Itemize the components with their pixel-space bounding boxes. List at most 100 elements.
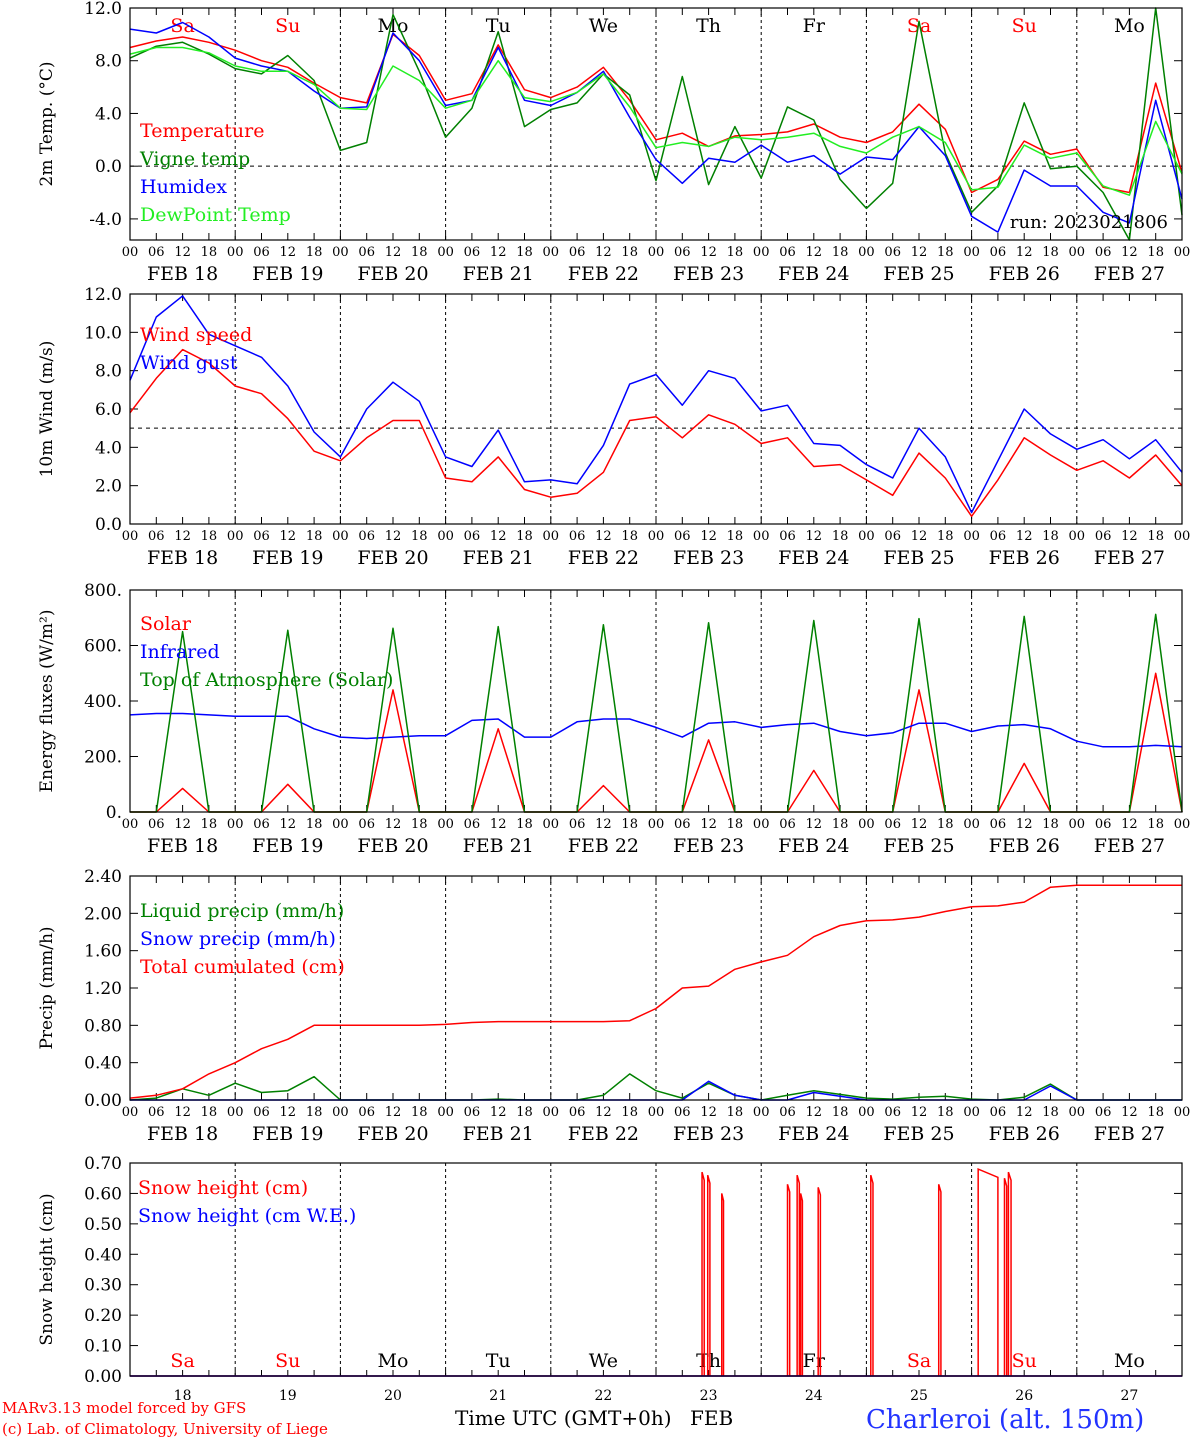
y-axis-title: 10m Wind (m/s) bbox=[37, 341, 57, 478]
x-hour-label: 00 bbox=[1174, 817, 1191, 832]
day-name-label: Sa bbox=[907, 1350, 931, 1372]
x-hour-label: 12 bbox=[174, 529, 191, 544]
x-date-label: FEB 24 bbox=[778, 547, 849, 569]
x-hour-label: 06 bbox=[674, 817, 691, 832]
run-annotation: run: 2023021806 bbox=[1010, 212, 1168, 233]
x-date-label: FEB 20 bbox=[357, 835, 428, 857]
x-date-label: FEB 20 bbox=[357, 263, 428, 285]
x-hour-label: 18 bbox=[411, 529, 428, 544]
y-tick-label: 0.10 bbox=[84, 1337, 122, 1357]
x-hour-label: 06 bbox=[779, 529, 796, 544]
series-line bbox=[129, 21, 1183, 233]
x-hour-label: 18 bbox=[411, 1105, 428, 1120]
x-hour-label: 12 bbox=[911, 529, 928, 544]
y-tick-label: 400. bbox=[84, 692, 122, 712]
x-hour-label: 00 bbox=[753, 245, 770, 260]
x-date-label: FEB 24 bbox=[778, 263, 849, 285]
x-hour-label: 18 bbox=[937, 817, 954, 832]
x-hour-label: 12 bbox=[595, 529, 612, 544]
x-hour-label: 12 bbox=[385, 817, 402, 832]
x-date-label: FEB 22 bbox=[568, 547, 639, 569]
x-hour-label: 12 bbox=[595, 817, 612, 832]
x-hour-label: 18 bbox=[516, 817, 533, 832]
month-label: FEB bbox=[690, 1406, 733, 1430]
legend-entry: Vigne temp bbox=[139, 148, 250, 170]
series-line bbox=[129, 295, 1183, 514]
x-hour-label: 12 bbox=[280, 529, 297, 544]
day-name-label: Mo bbox=[1114, 15, 1145, 37]
model-credit: MARv3.13 model forced by GFS bbox=[2, 1399, 246, 1417]
x-hour-label: 12 bbox=[1121, 245, 1138, 260]
day-name-label: Mo bbox=[1114, 1350, 1145, 1372]
y-tick-label: 2.0 bbox=[95, 477, 122, 497]
x-hour-label: 00 bbox=[753, 529, 770, 544]
x-hour-label: 00 bbox=[332, 245, 349, 260]
x-hour-label: 06 bbox=[358, 817, 375, 832]
x-hour-label: 00 bbox=[122, 245, 139, 260]
x-hour-label: 06 bbox=[884, 245, 901, 260]
x-hour-label: 18 bbox=[411, 245, 428, 260]
station-name: Charleroi (alt. 150m) bbox=[866, 1405, 1144, 1435]
y-tick-label: 12.0 bbox=[84, 0, 122, 19]
x-hour-label: 00 bbox=[648, 529, 665, 544]
series-spike bbox=[817, 1187, 822, 1376]
x-date-label: FEB 21 bbox=[463, 547, 534, 569]
x-hour-label: 18 bbox=[621, 245, 638, 260]
x-hour-label: 12 bbox=[174, 817, 191, 832]
x-hour-label: 06 bbox=[358, 1105, 375, 1120]
x-hour-label: 00 bbox=[858, 529, 875, 544]
x-hour-label: 00 bbox=[332, 817, 349, 832]
x-hour-label: 06 bbox=[569, 817, 586, 832]
x-day-number: 21 bbox=[489, 1388, 507, 1404]
x-hour-label: 00 bbox=[122, 529, 139, 544]
x-hour-label: 18 bbox=[306, 817, 323, 832]
x-hour-label: 00 bbox=[543, 817, 560, 832]
x-date-label: FEB 25 bbox=[883, 1123, 954, 1145]
x-date-label: FEB 25 bbox=[883, 835, 954, 857]
x-hour-label: 00 bbox=[753, 1105, 770, 1120]
x-hour-label: 18 bbox=[1042, 529, 1059, 544]
x-hour-label: 12 bbox=[911, 817, 928, 832]
x-hour-label: 18 bbox=[516, 245, 533, 260]
legend-entry: Humidex bbox=[140, 176, 227, 198]
x-hour-label: 06 bbox=[674, 529, 691, 544]
series-spike bbox=[706, 1174, 711, 1376]
x-hour-label: 06 bbox=[1095, 1105, 1112, 1120]
x-day-number: 20 bbox=[384, 1388, 402, 1404]
x-date-label: FEB 19 bbox=[252, 263, 323, 285]
x-hour-label: 06 bbox=[990, 817, 1007, 832]
x-hour-label: 00 bbox=[332, 1105, 349, 1120]
x-hour-label: 12 bbox=[280, 1105, 297, 1120]
plot-frame bbox=[129, 1162, 1183, 1377]
x-hour-label: 12 bbox=[700, 817, 717, 832]
x-hour-label: 18 bbox=[621, 529, 638, 544]
legend-entry: Snow height (cm) bbox=[138, 1177, 308, 1199]
x-date-label: FEB 25 bbox=[883, 547, 954, 569]
day-name-label: Tu bbox=[486, 15, 511, 37]
x-hour-label: 00 bbox=[1069, 245, 1086, 260]
x-hour-label: 18 bbox=[727, 817, 744, 832]
x-hour-label: 12 bbox=[490, 1105, 507, 1120]
x-hour-label: 06 bbox=[1095, 245, 1112, 260]
series-spike bbox=[786, 1184, 791, 1376]
x-day-number: 23 bbox=[700, 1388, 718, 1404]
x-hour-label: 06 bbox=[779, 1105, 796, 1120]
x-hour-label: 12 bbox=[700, 529, 717, 544]
x-hour-label: 00 bbox=[437, 245, 454, 260]
series-spike bbox=[977, 1167, 999, 1376]
x-hour-label: 18 bbox=[832, 817, 849, 832]
x-hour-label: 00 bbox=[648, 817, 665, 832]
y-tick-label: 600. bbox=[84, 637, 122, 657]
x-day-number: 18 bbox=[174, 1388, 192, 1404]
day-name-label: Su bbox=[275, 15, 300, 37]
x-hour-label: 00 bbox=[858, 245, 875, 260]
x-hour-label: 12 bbox=[1016, 1105, 1033, 1120]
y-tick-label: 1.20 bbox=[84, 979, 122, 999]
x-hour-label: 12 bbox=[806, 529, 823, 544]
panel-3: 800. 600. 400. 200. 0. Energy fluxes (W/m²) 00… bbox=[37, 581, 1190, 857]
x-hour-label: 18 bbox=[306, 1105, 323, 1120]
x-date-label: FEB 18 bbox=[147, 263, 218, 285]
panel-2: 12.0 10.0 8.0 6.0 4.0 2.0 0.0 10m Wind (m/s) 00 0… bbox=[37, 285, 1190, 569]
x-date-label: FEB 26 bbox=[989, 547, 1060, 569]
